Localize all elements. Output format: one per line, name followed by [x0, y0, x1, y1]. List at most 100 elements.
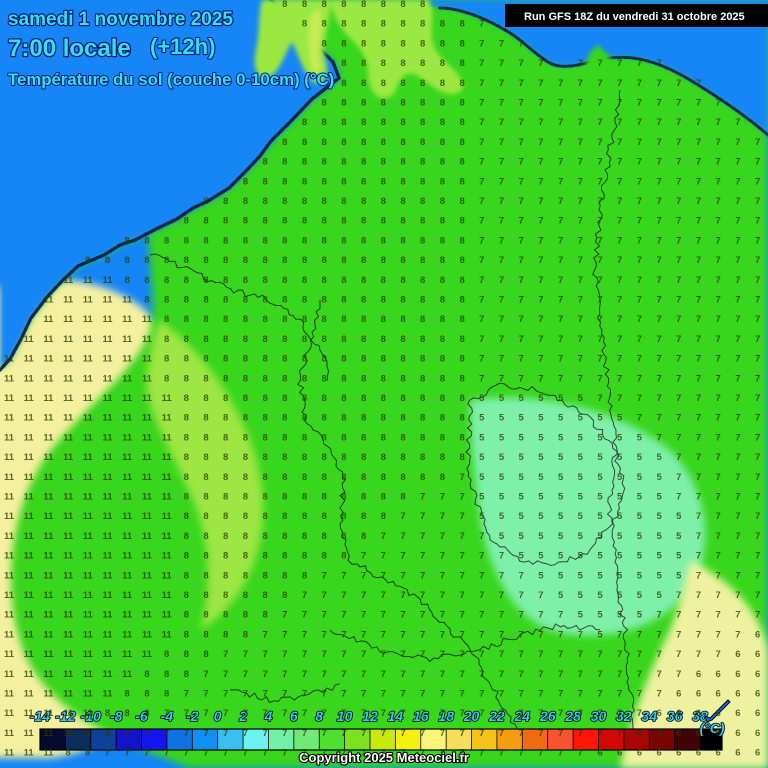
svg-text:7: 7: [558, 295, 563, 306]
svg-text:5: 5: [656, 531, 662, 542]
svg-text:8: 8: [322, 216, 327, 227]
svg-text:8: 8: [203, 216, 208, 227]
svg-text:5: 5: [578, 531, 584, 542]
svg-text:11: 11: [83, 689, 94, 700]
svg-text:7: 7: [519, 354, 524, 365]
svg-text:7: 7: [637, 117, 642, 128]
svg-text:8: 8: [459, 275, 464, 286]
svg-text:7: 7: [479, 570, 484, 581]
svg-text:7: 7: [578, 314, 583, 325]
svg-text:8: 8: [322, 472, 327, 483]
svg-text:8: 8: [420, 137, 425, 148]
svg-text:7: 7: [519, 669, 524, 680]
svg-text:7: 7: [105, 748, 110, 759]
svg-text:7: 7: [735, 590, 740, 601]
svg-text:11: 11: [63, 314, 74, 325]
svg-text:11: 11: [122, 669, 133, 680]
svg-text:11: 11: [122, 452, 133, 463]
svg-text:5: 5: [499, 472, 505, 483]
svg-text:7: 7: [696, 176, 701, 187]
svg-text:8: 8: [459, 255, 464, 266]
svg-text:8: 8: [459, 432, 464, 443]
svg-text:8: 8: [420, 275, 425, 286]
svg-text:7: 7: [716, 511, 721, 522]
svg-text:7: 7: [519, 570, 524, 581]
svg-text:8: 8: [341, 196, 346, 207]
svg-text:7: 7: [637, 708, 642, 719]
svg-text:6: 6: [716, 708, 721, 719]
svg-text:11: 11: [102, 492, 113, 503]
svg-text:5: 5: [578, 472, 584, 483]
svg-text:7: 7: [676, 98, 681, 109]
svg-text:8: 8: [440, 472, 445, 483]
svg-text:7: 7: [558, 235, 563, 246]
svg-text:5: 5: [637, 551, 643, 562]
svg-text:7: 7: [656, 216, 661, 227]
svg-text:8: 8: [459, 137, 464, 148]
svg-text:7: 7: [361, 708, 366, 719]
svg-text:5: 5: [578, 610, 584, 621]
svg-text:6: 6: [656, 748, 661, 759]
svg-text:7: 7: [676, 590, 681, 601]
svg-text:8: 8: [420, 413, 425, 424]
svg-text:8: 8: [282, 334, 287, 345]
svg-text:7: 7: [597, 78, 602, 89]
svg-text:8: 8: [282, 432, 287, 443]
svg-text:7: 7: [499, 255, 504, 266]
svg-text:7: 7: [755, 176, 760, 187]
svg-text:11: 11: [83, 432, 94, 443]
svg-text:8: 8: [203, 354, 208, 365]
svg-text:5: 5: [617, 413, 623, 424]
svg-text:7: 7: [735, 413, 740, 424]
svg-text:5: 5: [519, 432, 525, 443]
svg-text:11: 11: [142, 373, 153, 384]
svg-text:8: 8: [144, 235, 149, 246]
svg-text:7: 7: [459, 511, 464, 522]
svg-text:8: 8: [164, 689, 169, 700]
svg-text:8: 8: [144, 708, 149, 719]
svg-text:11: 11: [142, 551, 153, 562]
svg-text:5: 5: [499, 393, 505, 404]
svg-text:7: 7: [578, 176, 583, 187]
svg-text:11: 11: [122, 590, 133, 601]
svg-text:11: 11: [4, 629, 15, 640]
svg-text:7: 7: [676, 295, 681, 306]
svg-text:11: 11: [142, 334, 153, 345]
svg-text:7:00 locale: 7:00 locale: [8, 35, 131, 62]
svg-text:7: 7: [716, 117, 721, 128]
svg-text:6: 6: [656, 728, 661, 739]
svg-text:8: 8: [184, 590, 189, 601]
svg-text:7: 7: [459, 570, 464, 581]
svg-text:7: 7: [519, 98, 524, 109]
svg-text:7: 7: [519, 649, 524, 660]
svg-text:11: 11: [43, 649, 54, 660]
svg-text:7: 7: [203, 708, 208, 719]
svg-text:5: 5: [656, 511, 662, 522]
svg-text:7: 7: [262, 689, 267, 700]
svg-text:34: 34: [641, 708, 657, 724]
svg-text:7: 7: [656, 235, 661, 246]
svg-text:7: 7: [578, 689, 583, 700]
svg-text:6: 6: [716, 669, 721, 680]
svg-text:7: 7: [262, 649, 267, 660]
svg-text:11: 11: [162, 531, 173, 542]
svg-text:7: 7: [538, 216, 543, 227]
svg-text:6: 6: [735, 669, 740, 680]
svg-text:7: 7: [696, 235, 701, 246]
svg-text:7: 7: [716, 255, 721, 266]
svg-text:8: 8: [243, 354, 248, 365]
svg-text:8: 8: [420, 255, 425, 266]
svg-text:8: 8: [361, 216, 366, 227]
svg-text:11: 11: [43, 708, 54, 719]
svg-text:6: 6: [716, 689, 721, 700]
svg-text:7: 7: [735, 511, 740, 522]
svg-text:11: 11: [83, 373, 94, 384]
svg-text:7: 7: [656, 98, 661, 109]
svg-text:7: 7: [716, 452, 721, 463]
svg-text:7: 7: [578, 137, 583, 148]
svg-text:7: 7: [696, 432, 701, 443]
svg-text:7: 7: [597, 196, 602, 207]
svg-text:11: 11: [162, 629, 173, 640]
svg-text:5: 5: [479, 452, 485, 463]
svg-text:11: 11: [24, 708, 35, 719]
